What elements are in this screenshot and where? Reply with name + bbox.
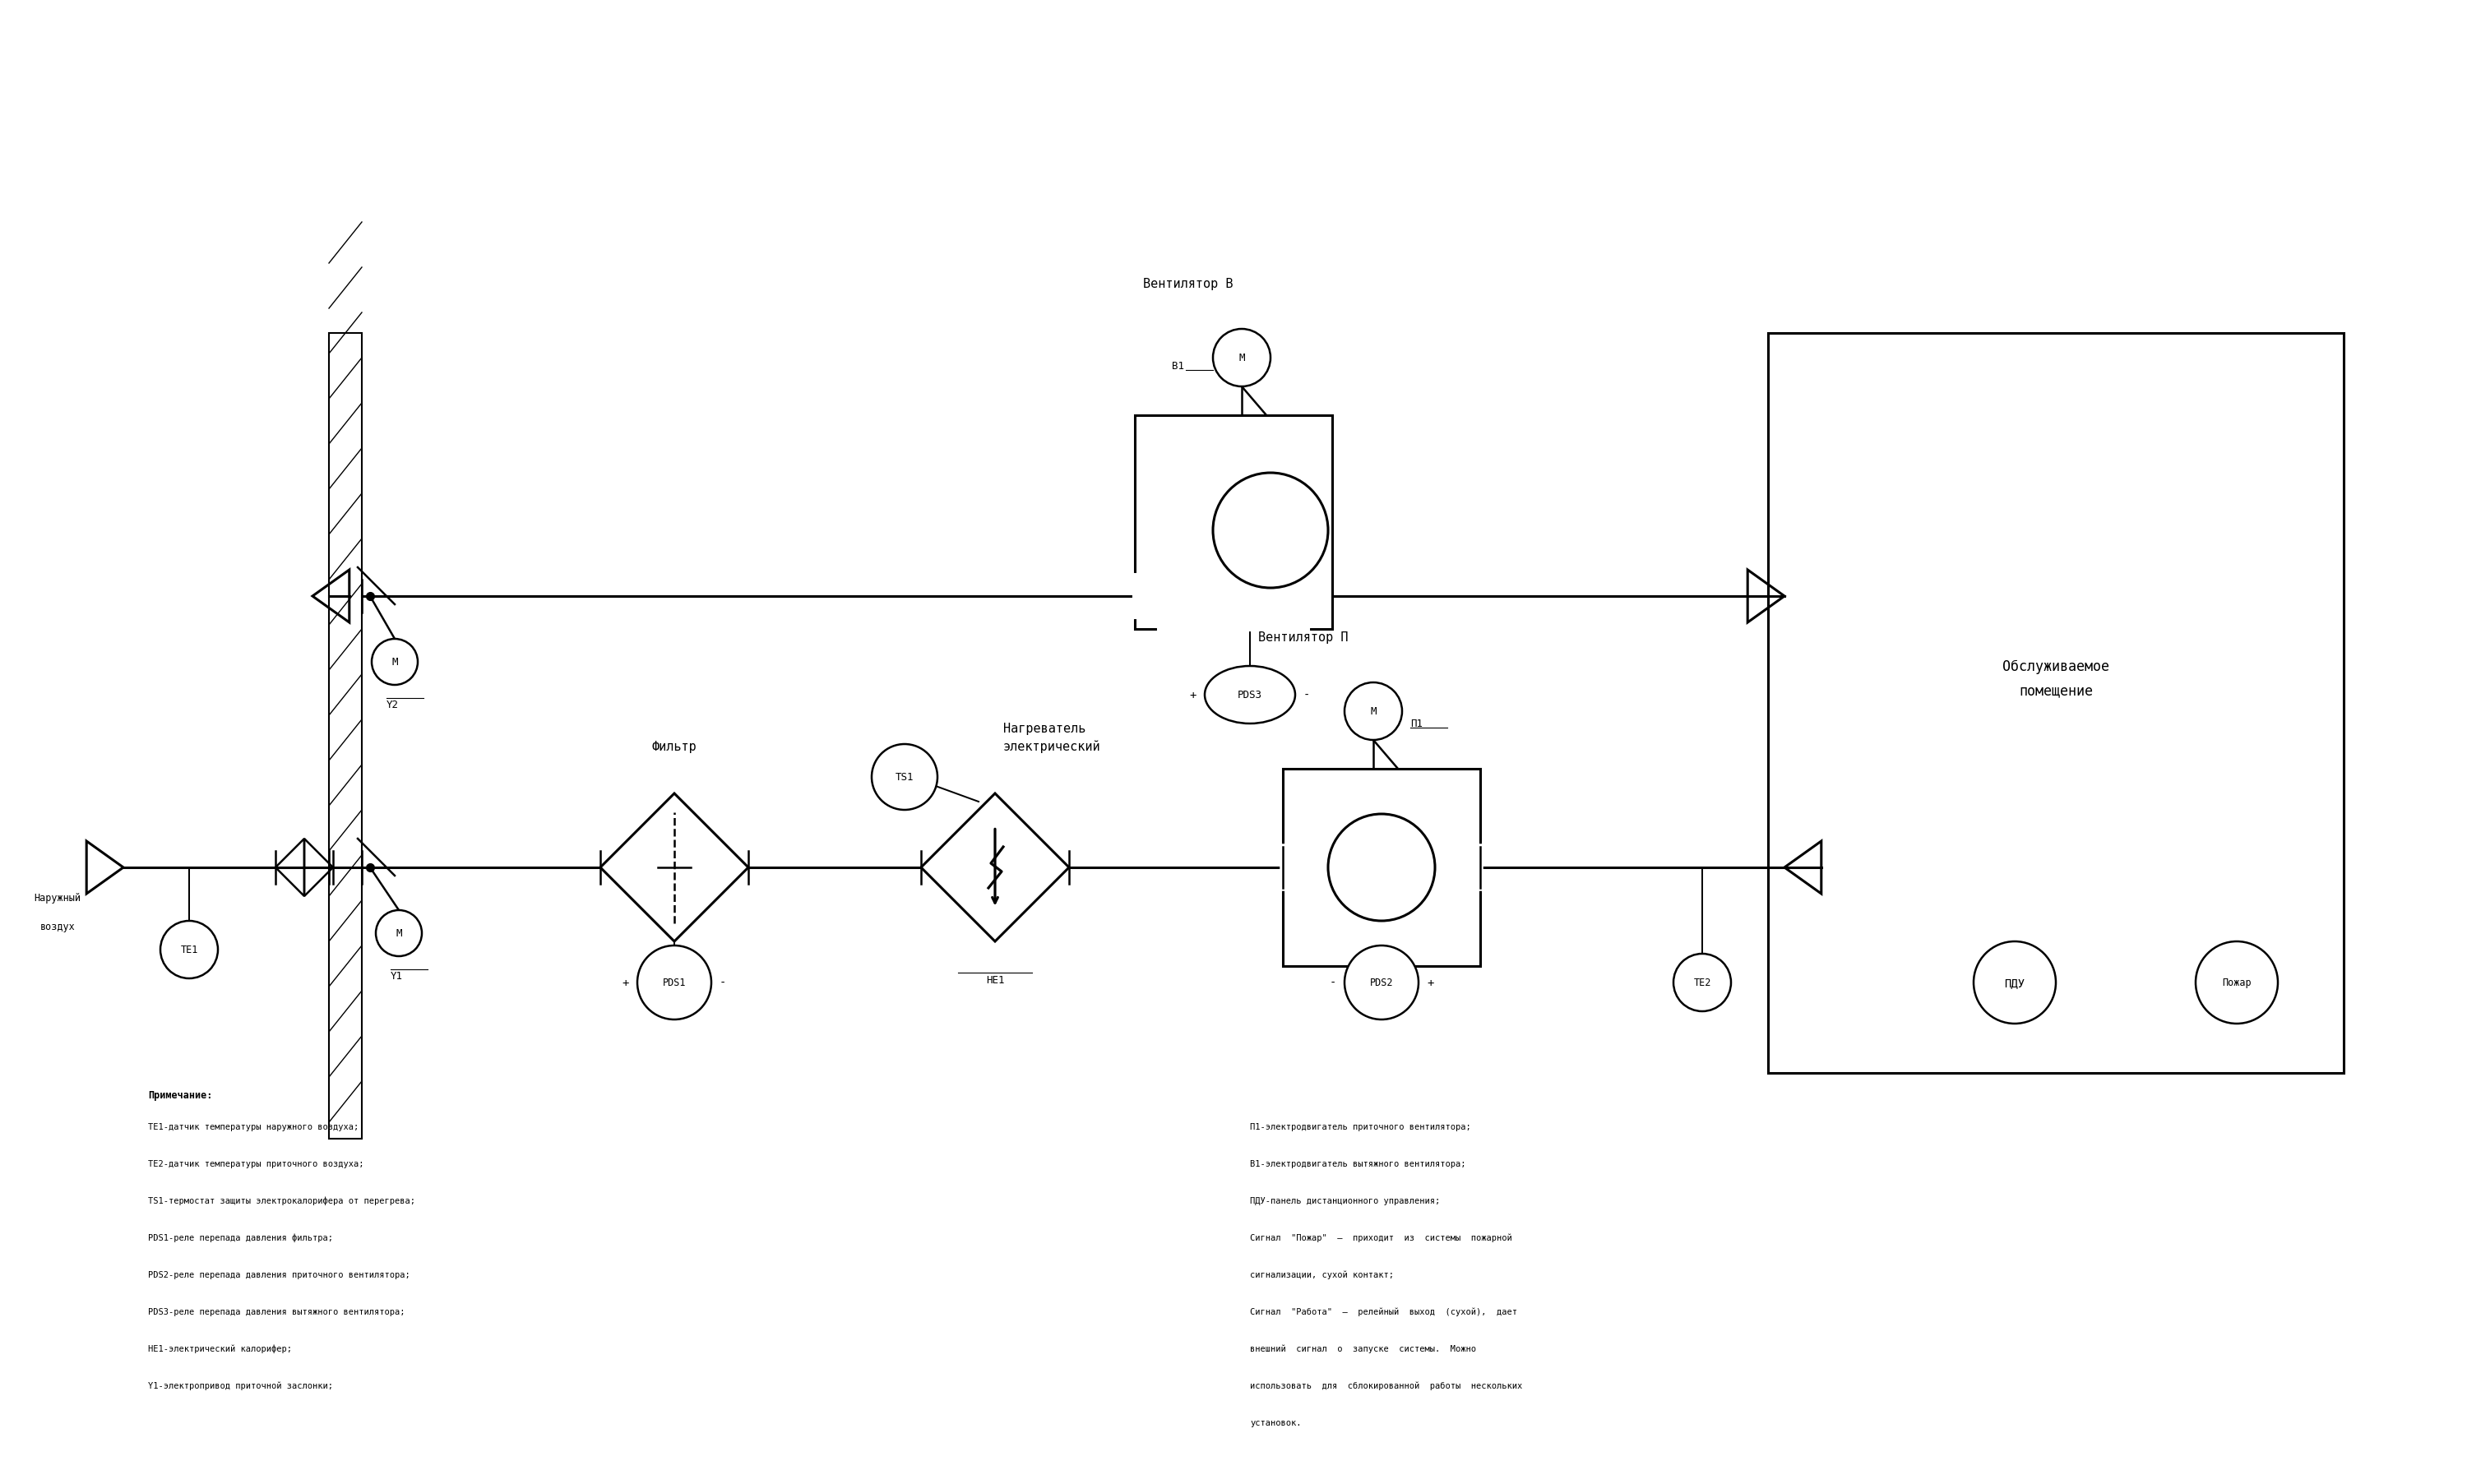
Circle shape (1327, 815, 1436, 922)
Text: ПДУ-панель дистанционного управления;: ПДУ-панель дистанционного управления; (1251, 1196, 1441, 1205)
Circle shape (373, 640, 417, 686)
Circle shape (636, 945, 710, 1020)
Text: +: + (1426, 976, 1433, 988)
Circle shape (871, 745, 937, 810)
Text: Сигнал  "Пожар"  –  приходит  из  системы  пожарной: Сигнал "Пожар" – приходит из системы пож… (1251, 1233, 1512, 1242)
Text: П1-электродвигатель приточного вентилятора;: П1-электродвигатель приточного вентилято… (1251, 1122, 1470, 1131)
Text: ТЕ2-датчик температуры приточного воздуха;: ТЕ2-датчик температуры приточного воздух… (148, 1159, 365, 1168)
Text: Примечание:: Примечание: (148, 1089, 212, 1100)
Circle shape (1345, 945, 1419, 1020)
Circle shape (1214, 473, 1327, 588)
Text: ТS1-термостат защиты электрокалорифера от перегрева;: ТS1-термостат защиты электрокалорифера о… (148, 1196, 414, 1205)
Text: сигнализации, сухой контакт;: сигнализации, сухой контакт; (1251, 1270, 1394, 1279)
Text: TE2: TE2 (1692, 978, 1712, 988)
Circle shape (1345, 683, 1401, 741)
Text: ПДУ: ПДУ (2003, 976, 2025, 988)
Text: M: M (1369, 706, 1377, 717)
Text: +: + (1189, 690, 1196, 700)
Text: Вентилятор В: Вентилятор В (1142, 278, 1234, 291)
Bar (1135, 416, 1332, 629)
Circle shape (1214, 329, 1271, 387)
Text: PDS1: PDS1 (664, 978, 686, 988)
Text: Фильтр: Фильтр (651, 741, 696, 752)
Text: Сигнал  "Работа"  –  релейный  выход  (сухой),  дает: Сигнал "Работа" – релейный выход (сухой)… (1251, 1307, 1517, 1316)
Bar (1283, 769, 1480, 966)
Bar (1769, 334, 2344, 1073)
Text: Обслуживаемое
помещение: Обслуживаемое помещение (2003, 659, 2109, 697)
Text: M: M (392, 657, 397, 668)
Polygon shape (920, 794, 1068, 942)
Circle shape (1974, 942, 2055, 1024)
Circle shape (2196, 942, 2277, 1024)
Text: Вентилятор П: Вентилятор П (1258, 632, 1347, 644)
Text: PDS1-реле перепада давления фильтра;: PDS1-реле перепада давления фильтра; (148, 1233, 333, 1242)
Ellipse shape (1204, 666, 1295, 724)
Text: HE1-электрический калорифер;: HE1-электрический калорифер; (148, 1345, 291, 1353)
Text: В1: В1 (1172, 361, 1184, 372)
Polygon shape (599, 794, 748, 942)
Text: Y1: Y1 (390, 971, 402, 981)
Text: -: - (1330, 976, 1337, 988)
Text: TE1: TE1 (180, 944, 197, 956)
Text: Y1-электропривод приточной заслонки;: Y1-электропривод приточной заслонки; (148, 1382, 333, 1391)
Text: ТЕ1-датчик температуры наружного воздуха;: ТЕ1-датчик температуры наружного воздуха… (148, 1122, 358, 1131)
Text: -: - (720, 976, 725, 988)
Text: PDS2-реле перепада давления приточного вентилятора;: PDS2-реле перепада давления приточного в… (148, 1270, 410, 1279)
Text: M: M (395, 928, 402, 939)
Text: В1-электродвигатель вытяжного вентилятора;: В1-электродвигатель вытяжного вентилятор… (1251, 1159, 1465, 1168)
Text: HE1: HE1 (987, 975, 1004, 985)
Text: Нагреватель
электрический: Нагреватель электрический (1004, 723, 1100, 752)
Text: Y2: Y2 (387, 699, 400, 709)
Text: П1: П1 (1411, 718, 1423, 729)
Text: +: + (622, 976, 629, 988)
Bar (328, 334, 363, 1138)
Text: M: M (1238, 353, 1246, 364)
Text: использовать  для  сблокированной  работы  нескольких: использовать для сблокированной работы н… (1251, 1382, 1522, 1391)
Circle shape (1673, 954, 1732, 1012)
Text: воздух: воздух (39, 922, 74, 932)
Text: Наружный: Наружный (35, 892, 81, 904)
Text: TS1: TS1 (896, 772, 913, 782)
Text: PDS3: PDS3 (1238, 690, 1263, 700)
Circle shape (375, 911, 422, 957)
Text: внешний  сигнал  о  запуске  системы.  Можно: внешний сигнал о запуске системы. Можно (1251, 1345, 1475, 1353)
Text: установок.: установок. (1251, 1419, 1303, 1426)
Text: -: - (1303, 690, 1310, 700)
Text: Пожар: Пожар (2223, 978, 2252, 988)
Circle shape (160, 922, 217, 978)
Text: PDS3-реле перепада давления вытяжного вентилятора;: PDS3-реле перепада давления вытяжного ве… (148, 1307, 405, 1315)
Text: PDS2: PDS2 (1369, 978, 1394, 988)
